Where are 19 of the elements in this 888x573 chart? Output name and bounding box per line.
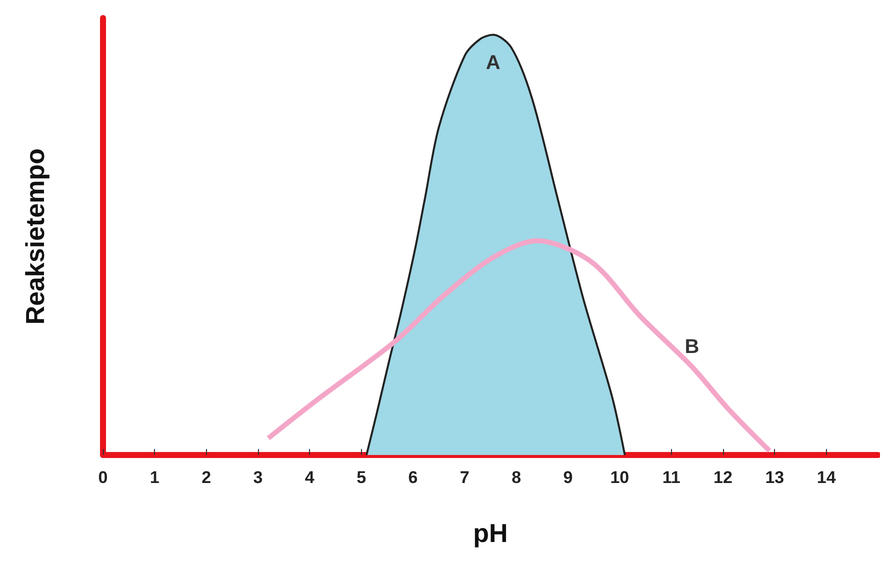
x-tick-label: 3 — [253, 468, 263, 487]
x-tick-label: 13 — [765, 468, 784, 487]
series-label: A — [486, 52, 500, 74]
x-tick-label: 6 — [408, 468, 418, 487]
x-tick-label: 4 — [304, 468, 315, 487]
x-tick-label: 14 — [816, 468, 836, 487]
x-tick-label: 8 — [512, 468, 522, 487]
x-tick-label: 10 — [610, 468, 630, 487]
x-tick-label: 0 — [98, 468, 108, 487]
x-tick-label: 5 — [356, 468, 366, 487]
x-tick-label: 1 — [150, 468, 160, 487]
x-tick-label: 11 — [662, 468, 680, 487]
x-tick-label: 9 — [563, 468, 573, 487]
series-label: B — [684, 336, 700, 358]
y-axis-title: Reaksietempo — [20, 148, 50, 325]
x-tick-label: 12 — [714, 468, 732, 487]
x-tick-label: 2 — [202, 468, 212, 487]
x-tick-label: 7 — [460, 468, 470, 487]
x-axis-title: pH — [473, 518, 508, 548]
